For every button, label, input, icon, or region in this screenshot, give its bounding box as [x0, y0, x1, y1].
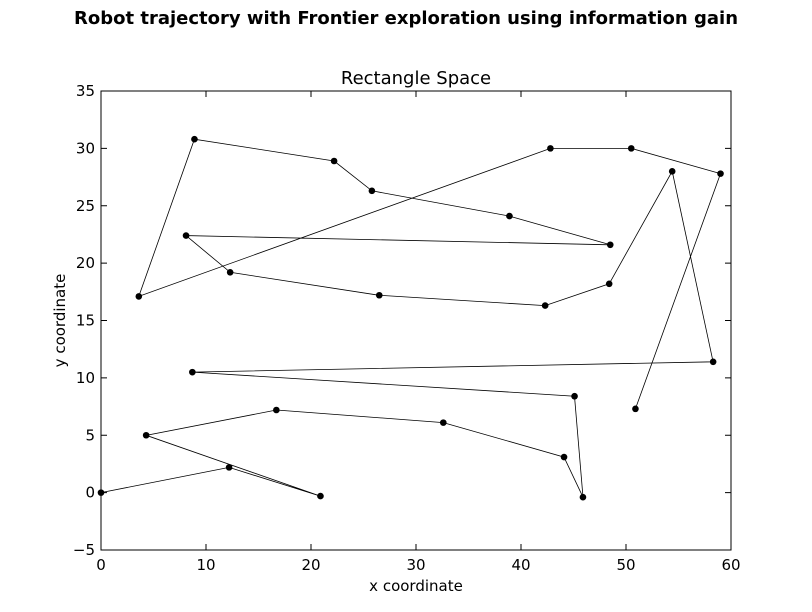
trajectory-point — [440, 419, 447, 426]
trajectory-point — [191, 135, 198, 143]
trajectory-point — [142, 431, 150, 439]
trajectory-point — [709, 358, 717, 366]
trajectory-point — [189, 368, 196, 376]
trajectory-point — [605, 280, 613, 288]
y-tick-label: 0 — [85, 484, 95, 502]
trajectory-point — [541, 302, 549, 309]
axes-frame — [100, 90, 732, 551]
y-tick-label: 25 — [76, 197, 95, 215]
x-tick-label: 20 — [301, 556, 320, 574]
figure-suptitle: Robot trajectory with Frontier explorati… — [73, 8, 739, 29]
trajectory-point — [606, 241, 614, 249]
trajectory-point — [547, 145, 554, 152]
x-tick-label: 40 — [511, 556, 530, 574]
trajectory-point — [135, 293, 143, 300]
trajectory-point — [506, 212, 513, 220]
x-tick-label: 50 — [616, 556, 635, 574]
x-tick-label: 0 — [96, 556, 106, 574]
y-tick-label: 35 — [76, 82, 95, 100]
y-tick-label: 5 — [85, 426, 95, 444]
x-tick-label: 30 — [406, 556, 425, 574]
trajectory-point — [579, 493, 587, 501]
x-axis-label: x coordinate — [369, 577, 463, 595]
trajectory-point — [571, 392, 578, 400]
trajectory-point — [368, 187, 376, 195]
axes-title: Rectangle Space — [341, 68, 491, 89]
trajectory-point — [225, 464, 233, 471]
x-tick-label: 10 — [196, 556, 215, 574]
trajectory-point — [273, 406, 280, 414]
y-tick-label: 30 — [76, 139, 95, 157]
y-tick-label: 10 — [76, 369, 95, 387]
trajectory-point — [627, 145, 635, 152]
y-tick-label: −5 — [73, 541, 95, 559]
trajectory-point — [560, 453, 568, 461]
y-tick-label: 20 — [76, 254, 95, 272]
trajectory-line — [100, 138, 722, 498]
trajectory-point — [317, 492, 324, 500]
x-tick-label: 60 — [721, 556, 740, 574]
plot-layer — [97, 135, 724, 501]
trajectory-point — [375, 291, 383, 299]
trajectory-point — [668, 168, 676, 175]
trajectory-point — [632, 405, 639, 413]
trajectory-point — [226, 269, 234, 276]
trajectory-point — [717, 170, 724, 177]
trajectory-point — [330, 157, 338, 165]
y-tick-label: 15 — [76, 312, 95, 330]
y-axis-label: y coordinate — [51, 274, 69, 368]
trajectory-point — [182, 232, 190, 239]
